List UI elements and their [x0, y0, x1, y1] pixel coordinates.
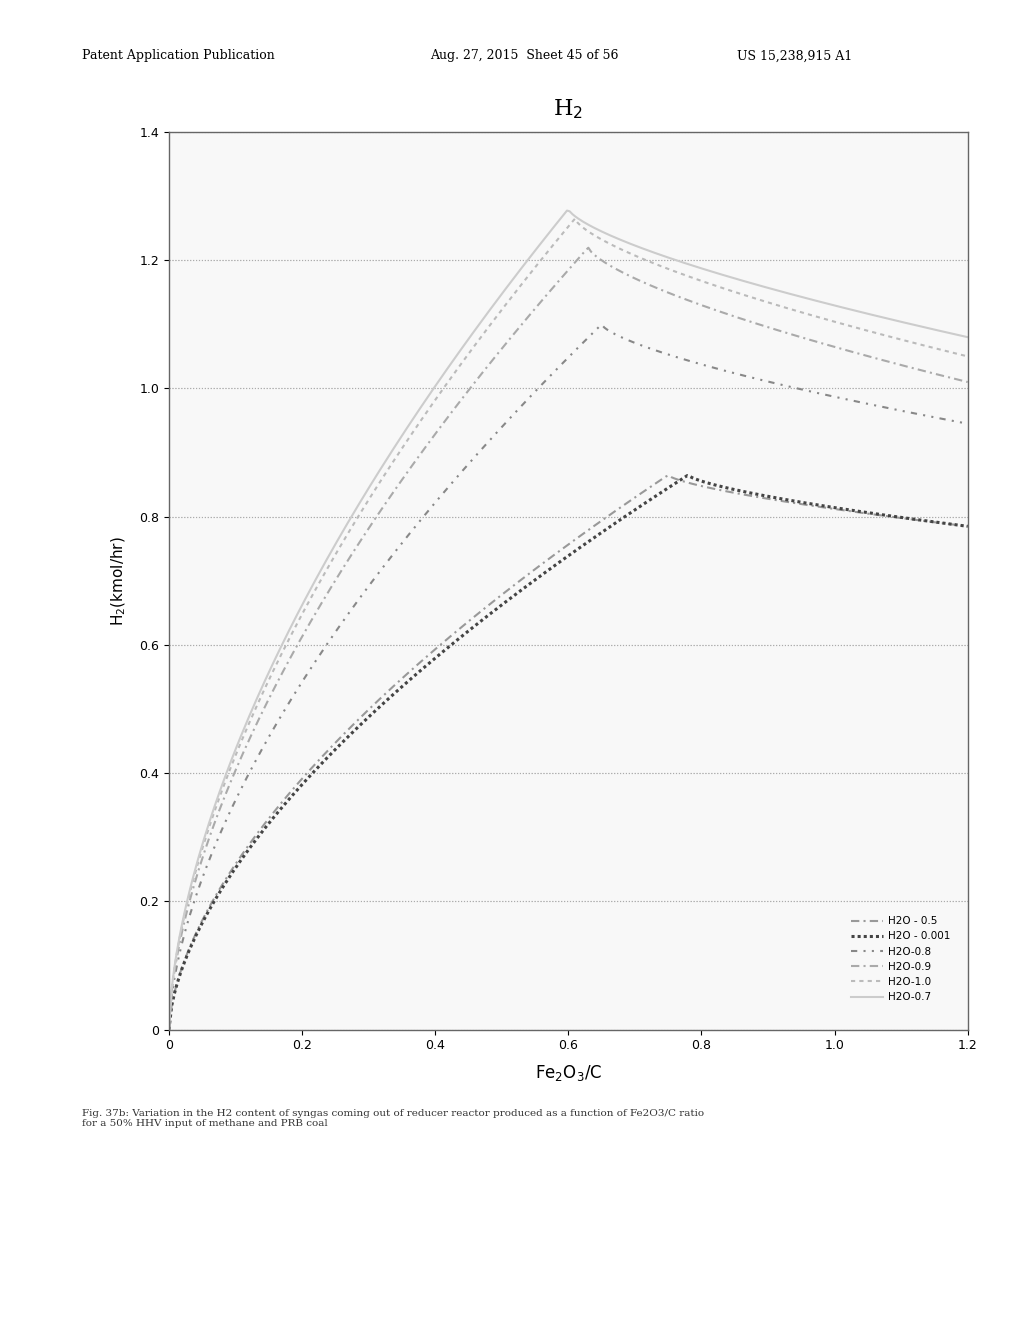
Text: US 15,238,915 A1: US 15,238,915 A1: [737, 49, 853, 62]
Title: H$_2$: H$_2$: [553, 98, 584, 121]
Legend: H2O - 0.5, H2O - 0.001, H2O-0.8, H2O-0.9, H2O-1.0, H2O-0.7: H2O - 0.5, H2O - 0.001, H2O-0.8, H2O-0.9…: [847, 912, 954, 1006]
X-axis label: Fe$_2$O$_3$/C: Fe$_2$O$_3$/C: [535, 1064, 602, 1084]
Text: Patent Application Publication: Patent Application Publication: [82, 49, 274, 62]
Text: Aug. 27, 2015  Sheet 45 of 56: Aug. 27, 2015 Sheet 45 of 56: [430, 49, 618, 62]
Text: Fig. 37b: Variation in the H2 content of syngas coming out of reducer reactor pr: Fig. 37b: Variation in the H2 content of…: [82, 1109, 705, 1129]
Y-axis label: H$_2$(kmol/hr): H$_2$(kmol/hr): [110, 536, 128, 626]
